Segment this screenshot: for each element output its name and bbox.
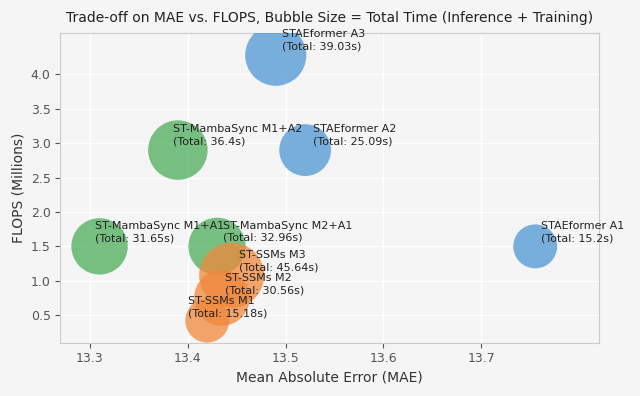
Point: [271, 52, 281, 58]
Text: ST-SSMs M1
(Total: 15.18s): ST-SSMs M1 (Total: 15.18s): [188, 297, 267, 319]
Text: ST-SSMs M2
(Total: 30.56s): ST-SSMs M2 (Total: 30.56s): [225, 274, 304, 296]
Text: STAEformer A1
(Total: 15.2s): STAEformer A1 (Total: 15.2s): [541, 221, 625, 244]
Point: [217, 295, 227, 301]
X-axis label: Mean Absolute Error (MAE): Mean Absolute Error (MAE): [236, 371, 423, 385]
Text: ST-MambaSync M2+A1
(Total: 32.96s): ST-MambaSync M2+A1 (Total: 32.96s): [223, 221, 352, 243]
Point: [530, 243, 540, 249]
Point: [227, 272, 237, 278]
Text: STAEformer A3
(Total: 39.03s): STAEformer A3 (Total: 39.03s): [282, 29, 365, 51]
Y-axis label: FLOPS (Millions): FLOPS (Millions): [11, 133, 25, 243]
Point: [212, 243, 222, 249]
Text: ST-MambaSync M1+A1
(Total: 31.65s): ST-MambaSync M1+A1 (Total: 31.65s): [95, 221, 224, 244]
Text: ST-MambaSync M1+A2
(Total: 36.4s): ST-MambaSync M1+A2 (Total: 36.4s): [173, 124, 302, 147]
Text: ST-SSMs M3
(Total: 45.64s): ST-SSMs M3 (Total: 45.64s): [239, 250, 318, 273]
Point: [95, 243, 105, 249]
Point: [202, 318, 212, 324]
Point: [173, 147, 183, 153]
Title: Trade-off on MAE vs. FLOPS, Bubble Size = Total Time (Inference + Training): Trade-off on MAE vs. FLOPS, Bubble Size …: [66, 11, 593, 25]
Point: [300, 147, 310, 153]
Text: STAEformer A2
(Total: 25.09s): STAEformer A2 (Total: 25.09s): [313, 124, 396, 147]
